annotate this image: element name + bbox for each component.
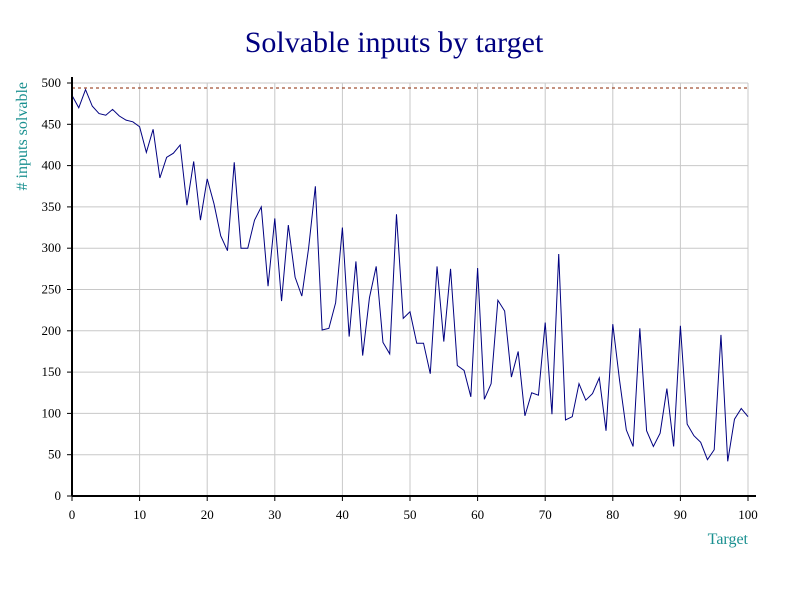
x-tick-label: 90 <box>674 507 687 522</box>
y-tick-label: 100 <box>42 405 62 420</box>
y-tick-label: 0 <box>55 488 62 503</box>
y-tick-label: 300 <box>42 240 62 255</box>
chart-title: Solvable inputs by target <box>245 26 544 59</box>
y-tick-label: 400 <box>42 158 62 173</box>
x-tick-label: 40 <box>336 507 349 522</box>
x-tick-label: 60 <box>471 507 484 522</box>
y-tick-label: 500 <box>42 75 62 90</box>
y-tick-label: 350 <box>42 199 62 214</box>
y-tick-label: 50 <box>48 447 61 462</box>
x-tick-label: 10 <box>133 507 146 522</box>
x-tick-label: 50 <box>404 507 417 522</box>
x-tick-label: 70 <box>539 507 552 522</box>
y-tick-label: 450 <box>42 116 62 131</box>
series-line <box>71 88 749 462</box>
y-axis-title: # inputs solvable <box>14 82 31 190</box>
x-tick-label: 30 <box>268 507 281 522</box>
x-tick-label: 0 <box>69 507 76 522</box>
y-tick-label: 250 <box>42 282 62 297</box>
axes <box>67 77 756 501</box>
y-tick-label: 150 <box>42 364 62 379</box>
x-tick-label: 80 <box>606 507 619 522</box>
x-axis-title: Target <box>708 531 749 548</box>
x-tick-label: 20 <box>201 507 214 522</box>
x-tick-label: 100 <box>738 507 758 522</box>
tick-labels: 0 10 20 30 40 50 60 70 80 90 100 0 50 100 150 200 250 300… <box>42 75 758 522</box>
grid <box>72 82 749 496</box>
series-layer <box>71 88 749 462</box>
y-tick-label: 200 <box>42 323 62 338</box>
